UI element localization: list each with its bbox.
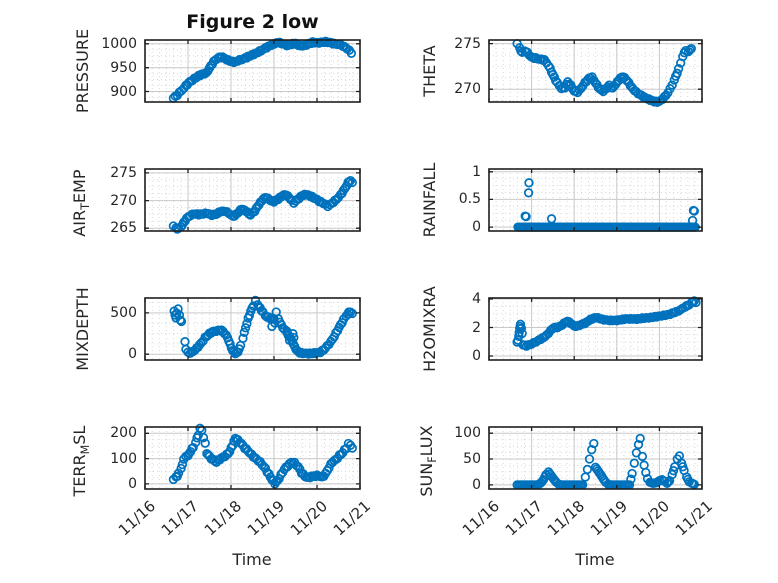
data-markers-terrmsl xyxy=(168,423,357,489)
y-tick-label: 0 xyxy=(128,346,137,363)
y-tick-label: 900 xyxy=(110,83,137,100)
y-tick-label: 500 xyxy=(110,304,137,321)
tick-marks xyxy=(144,298,361,360)
y-tick-label: 1000 xyxy=(101,35,137,52)
minor-grid xyxy=(489,169,702,231)
y-tick-label: 2 xyxy=(472,319,481,336)
data-markers-airtemp xyxy=(168,175,357,234)
tick-marks xyxy=(144,40,361,102)
axes-box xyxy=(488,297,703,361)
plot-area-rainfall xyxy=(488,168,703,232)
data-markers-rainfall xyxy=(513,178,700,232)
tick-marks xyxy=(144,169,361,231)
y-axis-label-terrmsl: TERRMSL xyxy=(69,425,93,497)
y-tick-label: 50 xyxy=(463,451,481,468)
y-tick-label: 270 xyxy=(454,81,481,98)
minor-grid xyxy=(489,40,702,102)
figure-title: Figure 2 low xyxy=(186,11,319,33)
plot-area-theta xyxy=(488,38,703,107)
y-tick-label: 1 xyxy=(472,163,481,180)
y-tick-label: 100 xyxy=(110,450,137,467)
minor-grid xyxy=(489,427,702,489)
plot-area-h2omixra xyxy=(488,296,703,361)
y-tick-label: 265 xyxy=(110,220,137,237)
axes-box xyxy=(488,39,703,103)
y-tick-label: 0.5 xyxy=(458,191,481,208)
plot-area-airtemp xyxy=(144,168,361,234)
tick-marks xyxy=(488,298,703,360)
major-grid xyxy=(489,40,702,102)
data-markers-pressure xyxy=(168,36,357,103)
y-tick-label: 0 xyxy=(128,475,137,492)
plot-area-terrmsl xyxy=(144,423,361,490)
major-grid xyxy=(145,40,360,102)
axes-box xyxy=(144,297,361,361)
y-tick-label: 100 xyxy=(454,425,481,442)
data-markers-sunflux xyxy=(512,433,699,490)
y-tick-label: 275 xyxy=(454,35,481,52)
y-tick-label: 0 xyxy=(472,476,481,493)
axes-box xyxy=(488,426,703,490)
minor-grid xyxy=(145,169,360,231)
x-axis-label-right: Time xyxy=(575,550,615,569)
y-tick-label: 200 xyxy=(110,425,137,442)
x-axis-label-left: Time xyxy=(232,550,272,569)
axes-box xyxy=(144,39,361,103)
y-tick-label: 270 xyxy=(110,192,137,209)
plot-area-sunflux xyxy=(488,426,703,490)
plot-area-pressure xyxy=(144,36,361,103)
data-markers-theta xyxy=(512,38,696,107)
y-tick-label: 0 xyxy=(472,219,481,236)
major-grid xyxy=(489,427,702,489)
y-tick-label: 0 xyxy=(472,348,481,364)
tick-marks xyxy=(144,427,361,489)
tick-marks xyxy=(488,40,703,102)
y-tick-label: 275 xyxy=(110,164,137,181)
tick-marks xyxy=(488,169,703,231)
y-tick-label: 950 xyxy=(110,59,137,76)
minor-grid xyxy=(489,298,702,360)
plot-area-mixdepth xyxy=(144,295,361,361)
data-markers-h2omixra xyxy=(512,296,701,351)
tick-marks xyxy=(488,427,703,489)
data-markers-mixdepth xyxy=(169,295,357,359)
y-tick-label: 4 xyxy=(472,290,481,307)
